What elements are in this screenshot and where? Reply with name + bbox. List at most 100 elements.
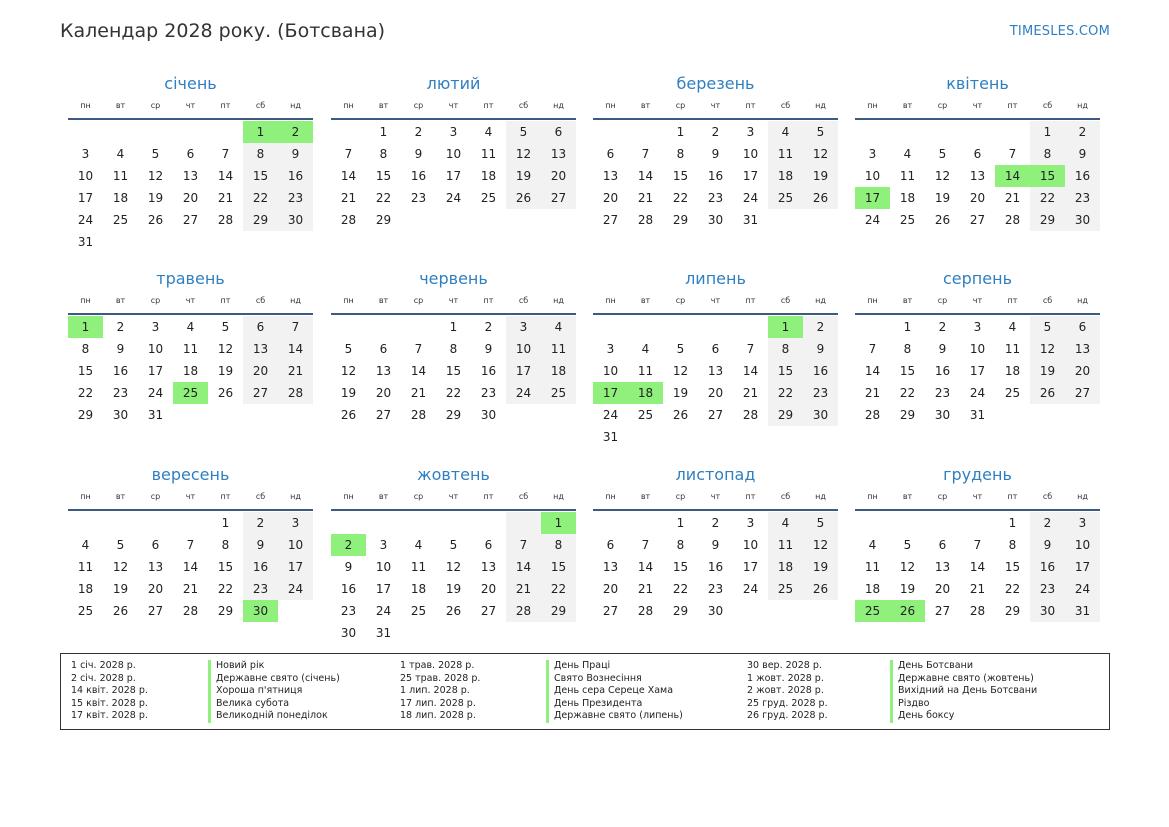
day-cell: 16 xyxy=(278,165,313,187)
page-title: Календар 2028 року. (Ботсвана) xyxy=(60,20,386,42)
day-cell: 30 xyxy=(480,408,497,422)
empty-cell xyxy=(173,121,208,143)
day-cell: 26 xyxy=(147,213,164,227)
empty-cell xyxy=(855,316,890,338)
day-cell: 18 xyxy=(182,364,199,378)
day-cell: 9 xyxy=(116,342,125,356)
day-cell: 27 xyxy=(602,213,619,227)
day-cell: 2 xyxy=(116,320,125,334)
day-cell: 16 xyxy=(707,560,724,574)
day-cell: 11 xyxy=(77,560,94,574)
day-cell: 6 xyxy=(711,342,720,356)
day-cell: 28 xyxy=(969,604,986,618)
weekday-label: чт xyxy=(710,492,721,501)
holiday-name: Різдво xyxy=(890,697,1037,710)
day-cell: 6 xyxy=(379,342,388,356)
day-cell: 28 xyxy=(278,382,313,404)
month-1: січень пн вт ср чт пт сб нд 1 2 3 4 5 6 7 8 9 10 11 12 13 14 1… xyxy=(68,74,313,253)
weekday-label: нд xyxy=(553,492,564,501)
day-cell: 2 xyxy=(243,512,278,534)
day-cell: 5 xyxy=(938,147,947,161)
weekday-label: пт xyxy=(483,296,494,305)
day-cell: 3 xyxy=(506,316,541,338)
holiday-name: День Президента xyxy=(546,697,683,710)
weekday-label: нд xyxy=(1077,296,1088,305)
day-cell: 25 xyxy=(410,604,427,618)
day-cell: 28 xyxy=(410,408,427,422)
day-cell: 9 xyxy=(1030,534,1065,556)
weekday-label: пн xyxy=(867,101,878,110)
day-cell: 12 xyxy=(899,560,916,574)
day-cell: 10 xyxy=(278,534,313,556)
holiday-date: 2 жовт. 2028 р. xyxy=(747,685,824,696)
day-cell: 26 xyxy=(1030,382,1065,404)
holiday-day: 14 xyxy=(995,165,1030,187)
day-cell: 14 xyxy=(278,338,313,360)
day-cell: 29 xyxy=(77,408,94,422)
weekday-label: нд xyxy=(815,492,826,501)
day-cell: 5 xyxy=(344,342,353,356)
day-cell: 27 xyxy=(602,604,619,618)
day-cell: 4 xyxy=(414,538,423,552)
day-cell: 8 xyxy=(81,342,90,356)
holiday-day: 1 xyxy=(243,121,278,143)
weekday-label: вт xyxy=(115,296,126,305)
weekday-label: пн xyxy=(867,492,878,501)
month-name: травень xyxy=(156,269,225,288)
day-cell: 7 xyxy=(1008,147,1017,161)
weekday-label: вт xyxy=(640,101,651,110)
day-cell: 10 xyxy=(969,342,986,356)
weekday-header: пн вт ср чт пт сб нд xyxy=(331,491,576,503)
day-cell: 16 xyxy=(707,169,724,183)
day-cell: 22 xyxy=(217,582,234,596)
day-cell: 13 xyxy=(707,364,724,378)
weekday-header: пн вт ср чт пт сб нд xyxy=(855,295,1100,307)
day-cell: 25 xyxy=(77,604,94,618)
weekday-label: сб xyxy=(780,296,791,305)
weekday-label: ср xyxy=(413,492,424,501)
day-cell: 21 xyxy=(742,386,759,400)
weekday-label: сб xyxy=(518,101,529,110)
day-cell: 19 xyxy=(803,165,838,187)
day-cell: 20 xyxy=(182,191,199,205)
weekday-label: ср xyxy=(413,296,424,305)
empty-cell xyxy=(138,121,173,143)
day-cell: 3 xyxy=(81,147,90,161)
day-cell: 8 xyxy=(676,538,685,552)
day-grid: 1 2 3 4 5 6 7 8 9 10 11 12 13 14 15 16 17 18 19 20 21 22 23 24 2… xyxy=(331,313,576,426)
holiday-day: 18 xyxy=(628,382,663,404)
month-name: квітень xyxy=(946,74,1009,93)
day-cell: 29 xyxy=(1030,209,1065,231)
day-cell: 25 xyxy=(899,213,916,227)
day-cell: 9 xyxy=(1065,143,1100,165)
holiday-day: 26 xyxy=(890,600,925,622)
day-grid: 1 2 3 4 5 6 7 8 9 10 11 12 13 14 15 16 17 18 19 20 21 22 23 24 2… xyxy=(68,118,313,253)
day-cell: 17 xyxy=(278,556,313,578)
day-cell: 15 xyxy=(77,364,94,378)
weekday-label: сб xyxy=(1042,296,1053,305)
day-cell: 28 xyxy=(182,604,199,618)
day-cell: 21 xyxy=(637,582,654,596)
day-cell: 5 xyxy=(676,342,685,356)
holiday-name: Новий рік xyxy=(208,660,340,673)
day-cell: 22 xyxy=(768,382,803,404)
holiday-name: Державне свято (липень) xyxy=(546,710,683,723)
day-cell: 22 xyxy=(672,191,689,205)
day-cell: 7 xyxy=(746,342,755,356)
day-cell: 29 xyxy=(375,213,392,227)
day-cell: 18 xyxy=(768,556,803,578)
holiday-day: 1 xyxy=(541,512,576,534)
day-cell: 1 xyxy=(379,125,388,139)
day-cell: 8 xyxy=(676,147,685,161)
holiday-day: 15 xyxy=(1030,165,1065,187)
day-cell: 10 xyxy=(147,342,164,356)
day-cell: 27 xyxy=(147,604,164,618)
day-cell: 16 xyxy=(243,556,278,578)
day-grid: 1 2 3 4 5 6 7 8 9 10 11 12 13 14 15 16 17 18 19 20 21 22 23 24 2… xyxy=(331,118,576,231)
weekday-label: пн xyxy=(605,101,616,110)
day-cell: 29 xyxy=(768,404,803,426)
empty-cell xyxy=(593,512,628,534)
day-cell: 8 xyxy=(1008,538,1017,552)
day-cell: 24 xyxy=(445,191,462,205)
site-link[interactable]: TIMESLES.COM xyxy=(1009,24,1110,39)
